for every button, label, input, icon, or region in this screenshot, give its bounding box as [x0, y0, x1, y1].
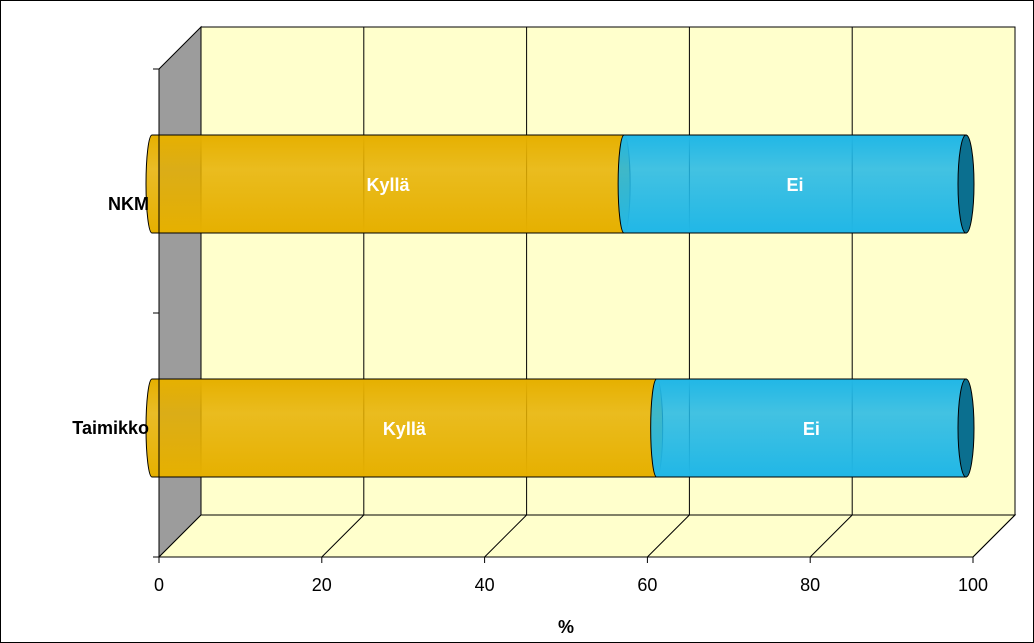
y-category-label: NKM — [108, 194, 149, 214]
x-tick-label: 0 — [154, 575, 164, 595]
x-tick-label: 60 — [637, 575, 657, 595]
gridline-floor — [484, 514, 527, 558]
x-tick-label: 100 — [958, 575, 988, 595]
y-category-label: Taimikko — [72, 418, 149, 438]
bar-segment-label: Ei — [803, 419, 820, 439]
x-axis-title: % — [558, 617, 574, 637]
x-tick-label: 40 — [475, 575, 495, 595]
gridline-floor — [972, 514, 1016, 558]
x-tick-label: 80 — [800, 575, 820, 595]
bar-end-cap — [957, 378, 975, 478]
bar-segment-label: Kyllä — [367, 175, 411, 195]
bar-end-cap — [957, 134, 975, 234]
x-tick-label: 20 — [312, 575, 332, 595]
bar-segment-label: Kyllä — [383, 419, 427, 439]
gridline-floor — [647, 514, 690, 558]
floor — [157, 514, 1017, 558]
gridline-floor — [321, 514, 365, 558]
bar-segment-label: Ei — [787, 175, 804, 195]
gridline-floor — [809, 514, 853, 558]
